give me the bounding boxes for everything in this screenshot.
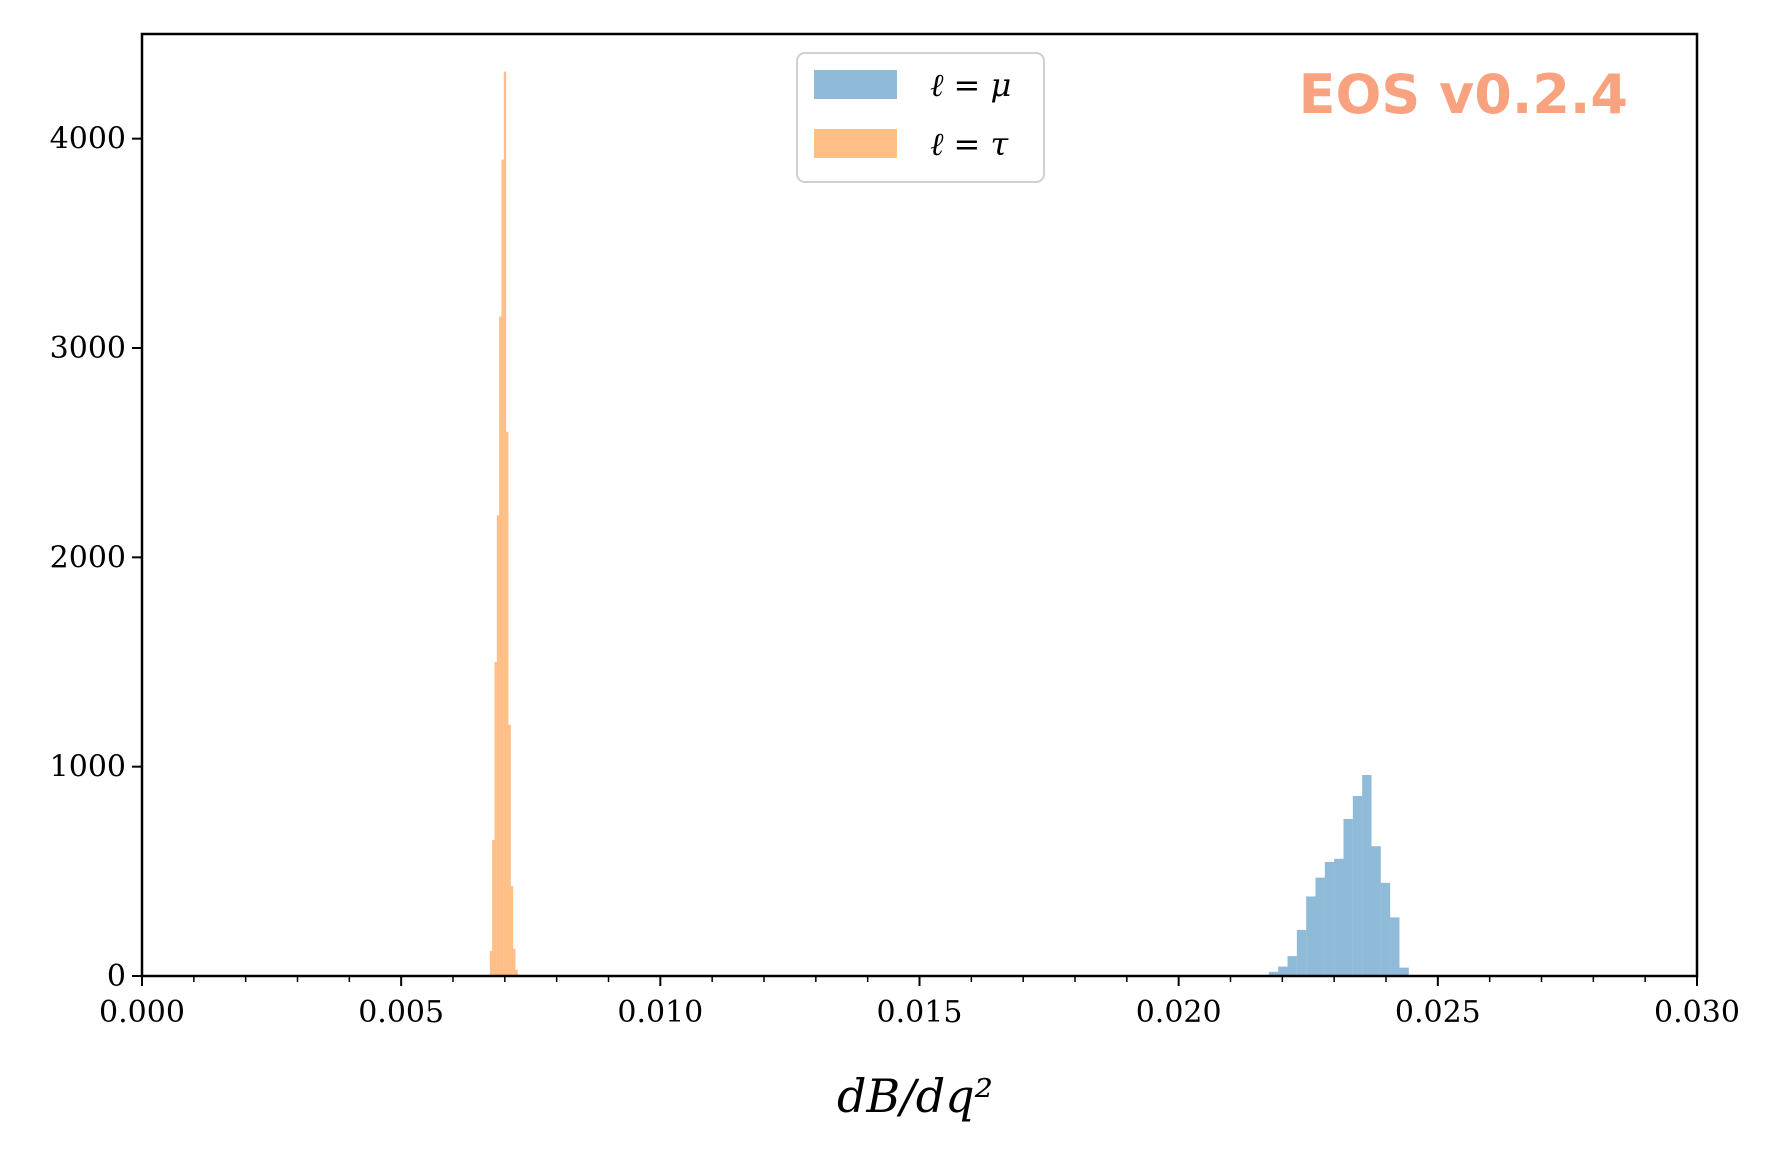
x-tick-label: 0.015 <box>877 995 963 1030</box>
histogram-bar <box>1296 929 1307 976</box>
histogram-bar <box>492 839 495 976</box>
histogram-bar <box>1287 956 1297 976</box>
x-tick-label: 0.005 <box>358 995 444 1030</box>
histogram-bar <box>506 431 509 976</box>
histogram-bar <box>1278 966 1288 976</box>
legend-swatch-tau <box>814 129 897 158</box>
y-tick-label: 4000 <box>50 122 126 157</box>
y-tick-label: 3000 <box>50 331 126 366</box>
histogram-bar <box>1315 877 1325 976</box>
histogram-bar <box>1343 819 1353 976</box>
x-tick-label: 0.020 <box>1136 995 1222 1030</box>
histogram-bar <box>499 316 502 977</box>
histogram-bar <box>1268 971 1279 976</box>
histogram-bar <box>1306 896 1316 976</box>
histogram-bar <box>1362 775 1372 976</box>
y-tick-label: 0 <box>107 959 126 994</box>
histogram-bar <box>1371 846 1381 976</box>
x-tick-label: 0.000 <box>99 995 185 1030</box>
histogram-bar <box>1399 967 1409 976</box>
histogram-bar <box>501 159 504 977</box>
eos-watermark: EOS v0.2.4 <box>1299 63 1628 126</box>
histogram-bar <box>496 515 500 976</box>
legend: ℓ = μ ℓ = τ <box>796 52 1045 183</box>
histogram-bar <box>489 950 493 976</box>
histogram-bar <box>508 724 511 976</box>
histogram-bar <box>515 969 518 976</box>
histogram-bar <box>494 662 497 976</box>
x-tick-label: 0.010 <box>617 995 703 1030</box>
histogram-bar <box>1352 795 1363 976</box>
histogram-bar <box>1324 861 1335 976</box>
y-tick-label: 2000 <box>50 540 126 575</box>
histogram-bar <box>1390 917 1400 976</box>
legend-label-mu: ℓ = μ <box>930 66 1011 104</box>
legend-swatch-mu <box>814 70 897 99</box>
x-tick-label: 0.025 <box>1395 995 1481 1030</box>
histogram-bar <box>510 885 514 976</box>
histogram-bar <box>1380 882 1391 976</box>
x-tick-label: 0.030 <box>1654 995 1740 1030</box>
histogram-bars <box>489 71 1409 977</box>
histogram-bar <box>1334 858 1344 976</box>
series-1 <box>489 71 518 977</box>
x-axis-label: dB/dq² <box>837 1069 993 1123</box>
series-0 <box>1268 775 1409 976</box>
legend-label-tau: ℓ = τ <box>930 125 1009 163</box>
ticks: 0.000 0.005 0.010 0.015 0.020 0.025 0.030 0 1000… <box>50 122 1740 1030</box>
histogram-bar <box>513 948 516 976</box>
y-tick-label: 1000 <box>50 750 126 785</box>
histogram-bar <box>503 71 507 977</box>
